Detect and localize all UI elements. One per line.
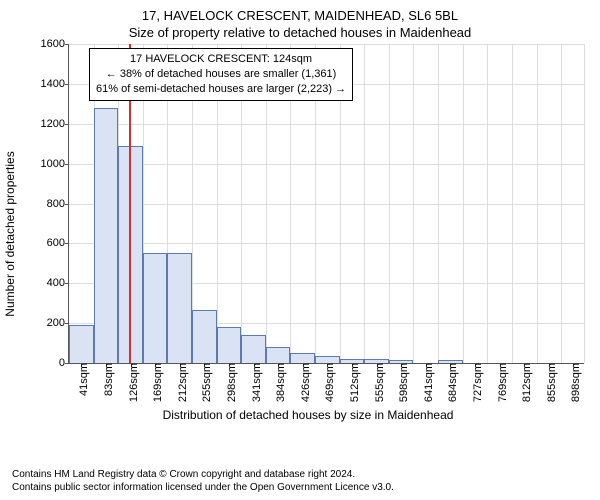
xtick-label: 298sqm — [220, 363, 238, 402]
ytick-label: 400 — [47, 277, 69, 289]
annotation-line-3: 61% of semi-detached houses are larger (… — [96, 82, 346, 97]
xtick-label: 469sqm — [318, 363, 336, 402]
y-axis-label: Number of detached properties — [3, 151, 17, 316]
gridline-h — [69, 204, 584, 205]
histogram-bar — [69, 325, 94, 363]
ytick-label: 800 — [47, 198, 69, 210]
gridline-h — [69, 164, 584, 165]
xtick-label: 898sqm — [564, 363, 582, 402]
ytick-label: 600 — [47, 237, 69, 249]
xtick-label: 512sqm — [343, 363, 361, 402]
footer-line-1: Contains HM Land Registry data © Crown c… — [12, 469, 394, 482]
histogram-bar — [266, 347, 291, 363]
gridline-v — [438, 44, 439, 363]
histogram-bar — [315, 356, 340, 363]
xtick-label: 812sqm — [515, 363, 533, 402]
gridline-v — [364, 44, 365, 363]
xtick-label: 598sqm — [392, 363, 410, 402]
annotation-line-2: ← 38% of detached houses are smaller (1,… — [96, 67, 346, 82]
xtick-label: 126sqm — [122, 363, 140, 402]
histogram-bar — [167, 253, 192, 363]
xtick-label: 727sqm — [466, 363, 484, 402]
ytick-label: 0 — [59, 357, 69, 369]
xtick-label: 426sqm — [294, 363, 312, 402]
ytick-label: 1400 — [41, 78, 69, 90]
annotation-line-1: 17 HAVELOCK CRESCENT: 124sqm — [96, 52, 346, 67]
histogram-bar — [192, 310, 217, 363]
histogram-bar — [217, 327, 242, 363]
footer-line-2: Contains public sector information licen… — [12, 482, 394, 495]
xtick-label: 855sqm — [540, 363, 558, 402]
ytick-label: 1600 — [41, 38, 69, 50]
gridline-v — [487, 44, 488, 363]
xtick-label: 255sqm — [195, 363, 213, 402]
gridline-v — [389, 44, 390, 363]
gridline-v — [512, 44, 513, 363]
annotation-box: 17 HAVELOCK CRESCENT: 124sqm← 38% of det… — [89, 48, 353, 101]
page-title: 17, HAVELOCK CRESCENT, MAIDENHEAD, SL6 5… — [0, 0, 600, 23]
gridline-v — [413, 44, 414, 363]
histogram-bar — [290, 353, 315, 363]
gridline-v — [584, 44, 585, 363]
gridline-h — [69, 44, 584, 45]
xtick-label: 769sqm — [491, 363, 509, 402]
histogram-bar — [143, 253, 168, 363]
chart-title: Size of property relative to detached ho… — [0, 23, 600, 44]
x-axis-label: Distribution of detached houses by size … — [28, 408, 588, 422]
ytick-label: 1000 — [41, 158, 69, 170]
xtick-label: 684sqm — [441, 363, 459, 402]
ytick-label: 1200 — [41, 118, 69, 130]
gridline-v — [537, 44, 538, 363]
xtick-label: 384sqm — [269, 363, 287, 402]
gridline-h — [69, 243, 584, 244]
gridline-h — [69, 124, 584, 125]
xtick-label: 169sqm — [146, 363, 164, 402]
histogram-bar — [94, 108, 119, 363]
xtick-label: 341sqm — [245, 363, 263, 402]
xtick-label: 83sqm — [97, 363, 115, 396]
chart-area: Number of detached properties 0200400600… — [28, 44, 588, 424]
histogram-bar — [241, 335, 266, 363]
xtick-label: 41sqm — [72, 363, 90, 396]
attribution-footer: Contains HM Land Registry data © Crown c… — [12, 469, 394, 494]
gridline-v — [561, 44, 562, 363]
xtick-label: 641sqm — [417, 363, 435, 402]
xtick-label: 555sqm — [368, 363, 386, 402]
xtick-label: 212sqm — [171, 363, 189, 402]
ytick-label: 200 — [47, 317, 69, 329]
plot-region: 0200400600800100012001400160041sqm83sqm1… — [68, 44, 584, 364]
gridline-v — [463, 44, 464, 363]
